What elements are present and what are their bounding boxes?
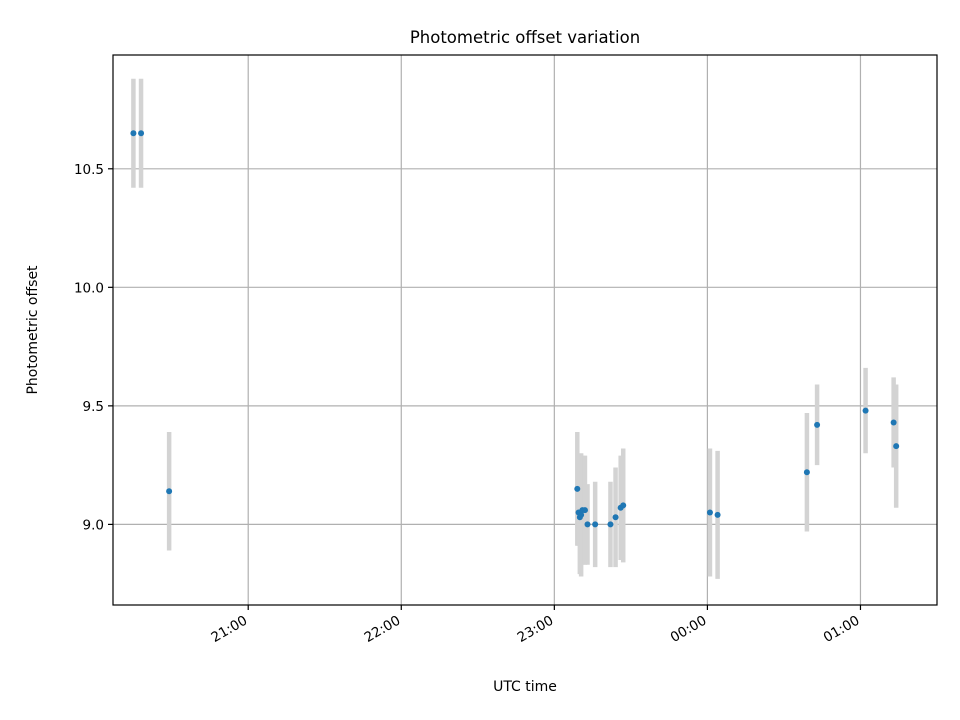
data-point bbox=[166, 488, 173, 495]
data-point bbox=[814, 421, 821, 428]
y-tick-label: 10.0 bbox=[74, 280, 104, 296]
plot-frame bbox=[112, 54, 938, 606]
data-point bbox=[706, 509, 713, 516]
data-point bbox=[714, 511, 721, 518]
data-point bbox=[138, 130, 145, 137]
data-point bbox=[893, 443, 900, 450]
data-point bbox=[620, 502, 627, 509]
data-point bbox=[578, 511, 585, 518]
y-axis-label: Photometric offset bbox=[25, 265, 41, 395]
data-point bbox=[890, 419, 897, 426]
data-point bbox=[862, 407, 869, 414]
gridlines bbox=[113, 55, 937, 605]
data-point bbox=[584, 521, 591, 528]
data-point bbox=[130, 130, 137, 137]
data-point bbox=[592, 521, 599, 528]
data-point bbox=[581, 507, 588, 514]
data-point bbox=[803, 469, 810, 476]
y-tick-label: 9.0 bbox=[83, 517, 104, 533]
y-axis: 9.0 9.5 10.0 10.5 bbox=[74, 162, 113, 533]
data-point bbox=[612, 514, 619, 521]
data-point bbox=[607, 521, 614, 528]
data-points bbox=[130, 130, 900, 528]
x-axis-label: UTC time bbox=[493, 679, 557, 695]
chart-title: Photometric offset variation bbox=[410, 28, 640, 47]
y-tick-label: 10.5 bbox=[74, 162, 104, 178]
data-point bbox=[574, 485, 581, 492]
y-tick-label: 9.5 bbox=[83, 399, 104, 415]
